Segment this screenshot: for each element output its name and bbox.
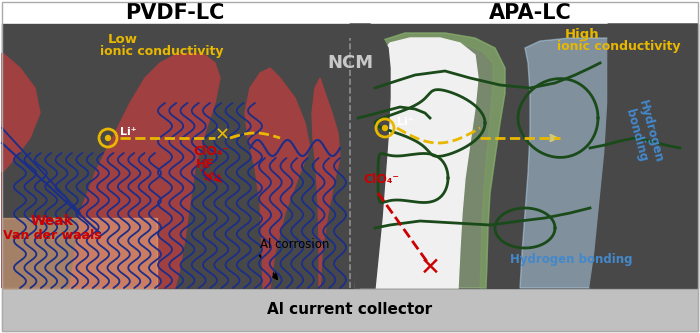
- Polygon shape: [590, 24, 698, 288]
- Text: Weak: Weak: [31, 214, 74, 228]
- Text: HF: HF: [196, 158, 215, 171]
- Text: ✕: ✕: [419, 256, 440, 280]
- Circle shape: [106, 136, 111, 141]
- Text: PVDF-LC: PVDF-LC: [125, 3, 225, 23]
- Text: APA-LC: APA-LC: [489, 3, 571, 23]
- Circle shape: [382, 126, 388, 131]
- Polygon shape: [350, 24, 390, 288]
- Polygon shape: [355, 33, 505, 288]
- Polygon shape: [2, 53, 40, 288]
- Bar: [2, 288, 698, 331]
- Text: ionic conductivity: ionic conductivity: [100, 45, 223, 58]
- Text: Li⁺: Li⁺: [397, 117, 414, 127]
- Polygon shape: [355, 33, 505, 288]
- FancyBboxPatch shape: [2, 218, 157, 288]
- Text: Van der waals: Van der waals: [3, 229, 101, 242]
- Text: NCM: NCM: [327, 54, 373, 72]
- Text: Hydrogen bonding: Hydrogen bonding: [510, 253, 633, 266]
- Text: ClO₄⁻: ClO₄⁻: [363, 173, 399, 186]
- Text: Al current collector: Al current collector: [267, 302, 433, 317]
- Text: ClO₄⁻: ClO₄⁻: [193, 145, 229, 158]
- Polygon shape: [70, 53, 220, 288]
- Bar: [2, 24, 698, 288]
- Text: Li⁺: Li⁺: [120, 127, 136, 137]
- Text: Hydrogen
bonding: Hydrogen bonding: [621, 98, 665, 168]
- Text: Al corrosion: Al corrosion: [260, 238, 330, 251]
- Polygon shape: [520, 38, 698, 288]
- Text: High: High: [565, 28, 600, 41]
- Text: ionic conductivity: ionic conductivity: [557, 40, 680, 53]
- Text: Low: Low: [108, 33, 138, 46]
- Polygon shape: [312, 78, 340, 288]
- Polygon shape: [245, 68, 310, 288]
- Text: ✕: ✕: [214, 126, 230, 144]
- Polygon shape: [360, 38, 478, 288]
